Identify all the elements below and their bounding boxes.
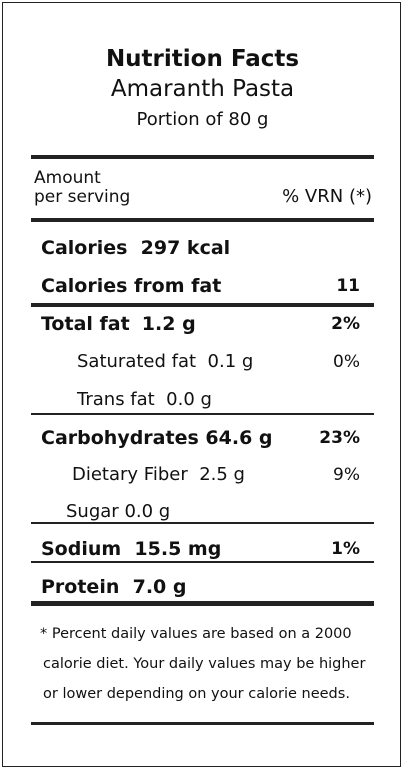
amount: 7.0 g (132, 576, 187, 598)
dv: 23% (319, 428, 360, 448)
label: Total fat (41, 313, 130, 335)
amount: 15.5 mg (134, 538, 222, 560)
amount: 0.1 g (207, 351, 254, 372)
label-border (2, 2, 401, 767)
nutrient: Sodium 15.5 mg (41, 537, 221, 561)
nutrient: Dietary Fiber 2.5 g (72, 463, 245, 487)
dv: 9% (333, 465, 360, 485)
amount: 64.6 g (205, 427, 273, 449)
amount: 297 kcal (140, 237, 231, 259)
amount: 1.2 g (141, 313, 196, 335)
product: Amaranth Pasta (110, 76, 295, 102)
nutrient: Protein 7.0 g (41, 575, 186, 599)
dv: 11 (336, 276, 360, 296)
footnote: * Percent daily values are based on a 20… (40, 626, 352, 642)
nutrient: Total fat 1.2 g (41, 312, 196, 336)
label: Calories (41, 237, 128, 259)
rule (31, 413, 374, 415)
nutrient: Saturated fat 0.1 g (77, 350, 253, 374)
label: Sugar (66, 501, 119, 522)
label: Dietary Fiber (72, 464, 188, 485)
rule (31, 722, 374, 725)
nutrient: Calories 297 kcal (41, 236, 230, 260)
label: Trans fat (77, 389, 155, 410)
column-head: Amount (34, 168, 101, 188)
nutrient: Trans fat 0.0 g (77, 388, 212, 412)
rule (31, 522, 374, 524)
column-head: % VRN (*) (282, 186, 372, 207)
label: Protein (41, 576, 120, 598)
portion: Portion of 80 g (136, 109, 269, 130)
rule (31, 303, 374, 307)
dv: 1% (331, 539, 360, 559)
title: Nutrition Facts (105, 46, 300, 72)
rule (31, 561, 374, 563)
nutrient: Carbohydrates 64.6 g (41, 426, 273, 450)
footnote: calorie diet. Your daily values may be h… (43, 656, 366, 672)
amount: 2.5 g (199, 464, 245, 485)
amount: 0.0 g (124, 501, 171, 522)
label: Carbohydrates (41, 427, 199, 449)
label: Sodium (41, 538, 122, 560)
rule (31, 601, 374, 606)
dv: 0% (333, 352, 360, 372)
footnote: or lower depending on your calorie needs… (43, 686, 350, 702)
amount: 0.0 g (166, 389, 212, 410)
rule (31, 218, 374, 222)
nutrient: Sugar 0.0 g (66, 500, 170, 524)
dv: 2% (331, 314, 360, 334)
nutrient: Calories from fat (41, 275, 222, 297)
rule (31, 155, 374, 159)
column-head: per serving (34, 187, 131, 207)
label: Saturated fat (77, 351, 197, 372)
